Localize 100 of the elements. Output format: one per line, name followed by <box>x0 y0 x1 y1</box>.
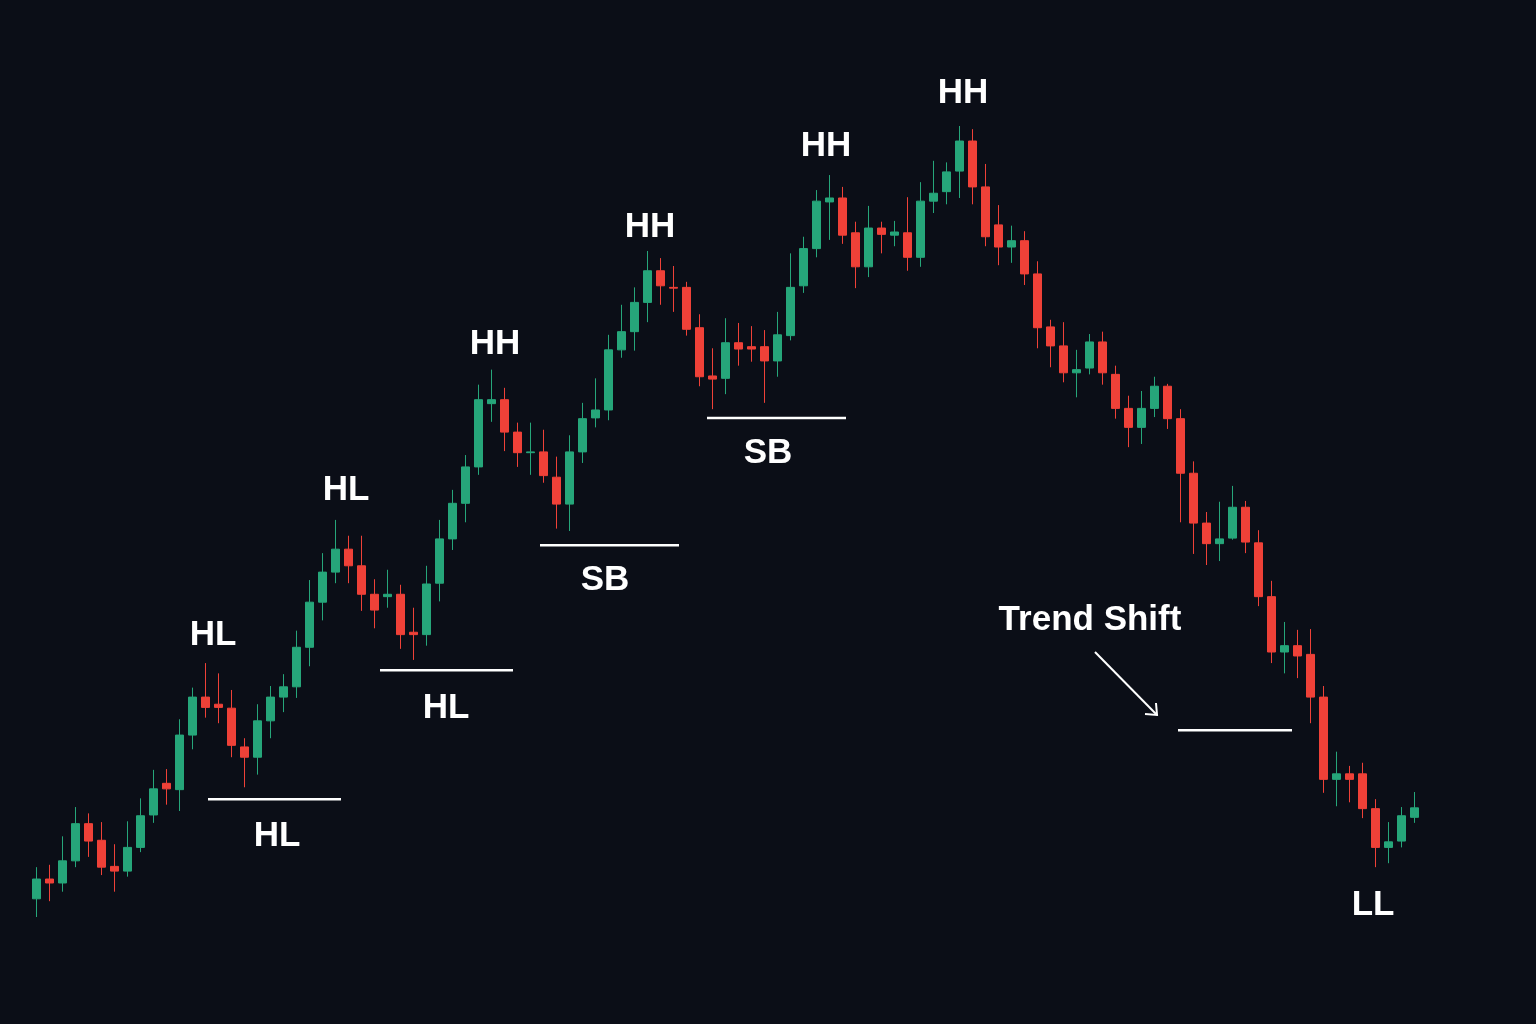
candlestick <box>1384 821 1393 864</box>
candlestick <box>1319 685 1328 794</box>
annotation: LL <box>1351 882 1395 922</box>
candlestick <box>435 519 444 602</box>
candlestick <box>1280 621 1289 674</box>
candlestick <box>331 519 340 584</box>
candlestick <box>227 689 236 758</box>
candlestick <box>981 163 990 247</box>
candlestick <box>383 569 392 609</box>
candlestick <box>578 402 587 464</box>
candlestick <box>955 125 964 199</box>
candlestick <box>32 866 41 918</box>
candlestick <box>1020 230 1029 286</box>
candlestick <box>84 812 93 858</box>
ref-line-label: HL <box>422 685 470 725</box>
candlestick <box>968 128 977 205</box>
candlestick <box>318 552 327 621</box>
ref-line-label: SB <box>580 557 630 597</box>
candlestick <box>526 422 535 476</box>
candlestick <box>487 369 496 423</box>
candlestick <box>266 685 275 739</box>
candlestick <box>1176 408 1185 523</box>
candlestick <box>45 864 54 902</box>
candlestick <box>240 737 249 788</box>
ref-line-label: SB <box>743 431 793 471</box>
candlestick <box>396 584 405 650</box>
candlestick <box>58 835 67 893</box>
candlestick <box>136 797 145 853</box>
candlestick <box>1046 319 1055 368</box>
candlestick <box>552 456 561 530</box>
candlestick <box>539 429 548 484</box>
candlestick <box>929 160 938 214</box>
candlestick <box>734 322 743 367</box>
annotation: HH <box>624 204 676 244</box>
candlestick <box>1085 333 1094 375</box>
candlestick <box>786 252 795 341</box>
candlestick <box>71 806 80 868</box>
candlestick <box>1098 331 1107 386</box>
candlestick <box>760 329 769 404</box>
annotation: HL <box>322 467 370 507</box>
candlestick <box>942 161 951 205</box>
candlestick <box>1111 365 1120 420</box>
annotation: HL <box>189 612 237 652</box>
candlestick <box>1124 395 1133 448</box>
candlestick <box>1215 501 1224 562</box>
candlestick <box>1033 260 1042 349</box>
candlestick <box>1371 798 1380 868</box>
candlestick <box>461 454 470 523</box>
candlestick <box>682 281 691 337</box>
candlestick <box>305 579 314 667</box>
candlestick <box>1345 765 1354 803</box>
candlestick <box>747 325 756 363</box>
candlestick <box>1007 225 1016 264</box>
candlestick <box>97 821 106 876</box>
candlestick <box>201 662 210 719</box>
candlestick <box>1267 580 1276 664</box>
candlestick <box>994 204 1003 266</box>
candlestick <box>1358 762 1367 819</box>
candlestick <box>370 578 379 629</box>
candlestick <box>1306 628 1315 724</box>
candlestick <box>344 535 353 584</box>
candlestick <box>812 189 821 258</box>
candlestick <box>838 186 847 245</box>
candlestick <box>188 687 197 750</box>
candlestick <box>1397 806 1406 848</box>
candlestick <box>513 422 522 468</box>
candlestick <box>214 672 223 724</box>
candlestick <box>1228 485 1237 541</box>
candlestick <box>617 304 626 359</box>
candlestick <box>1150 376 1159 418</box>
candlestick <box>1059 321 1068 383</box>
candlestick <box>1293 629 1302 679</box>
candlestick <box>890 220 899 247</box>
candlestick <box>643 250 652 323</box>
candlestick <box>500 387 509 452</box>
candlestick <box>721 317 730 395</box>
candlestick <box>851 221 860 289</box>
candlestick <box>565 434 574 532</box>
candlestick <box>175 718 184 812</box>
candlestick <box>357 535 366 612</box>
candlestick <box>604 334 613 421</box>
candlestick <box>292 630 301 699</box>
candlestick <box>162 768 171 806</box>
candlestick <box>149 769 158 824</box>
candlestick <box>409 607 418 661</box>
candlestick <box>110 843 119 893</box>
candlestick <box>864 205 873 278</box>
annotation: HH <box>469 321 521 361</box>
candlestick <box>630 286 639 352</box>
candlestick <box>656 257 665 306</box>
candlestick <box>1254 529 1263 607</box>
ref-line-label: HL <box>253 813 301 853</box>
candlestick <box>669 265 678 313</box>
candlestick <box>1241 500 1250 554</box>
candlestick <box>773 311 782 378</box>
candlestick <box>877 221 886 254</box>
candlestick <box>279 673 288 713</box>
candlestick <box>123 820 132 878</box>
candlestick <box>474 384 483 476</box>
candlestick <box>448 489 457 551</box>
